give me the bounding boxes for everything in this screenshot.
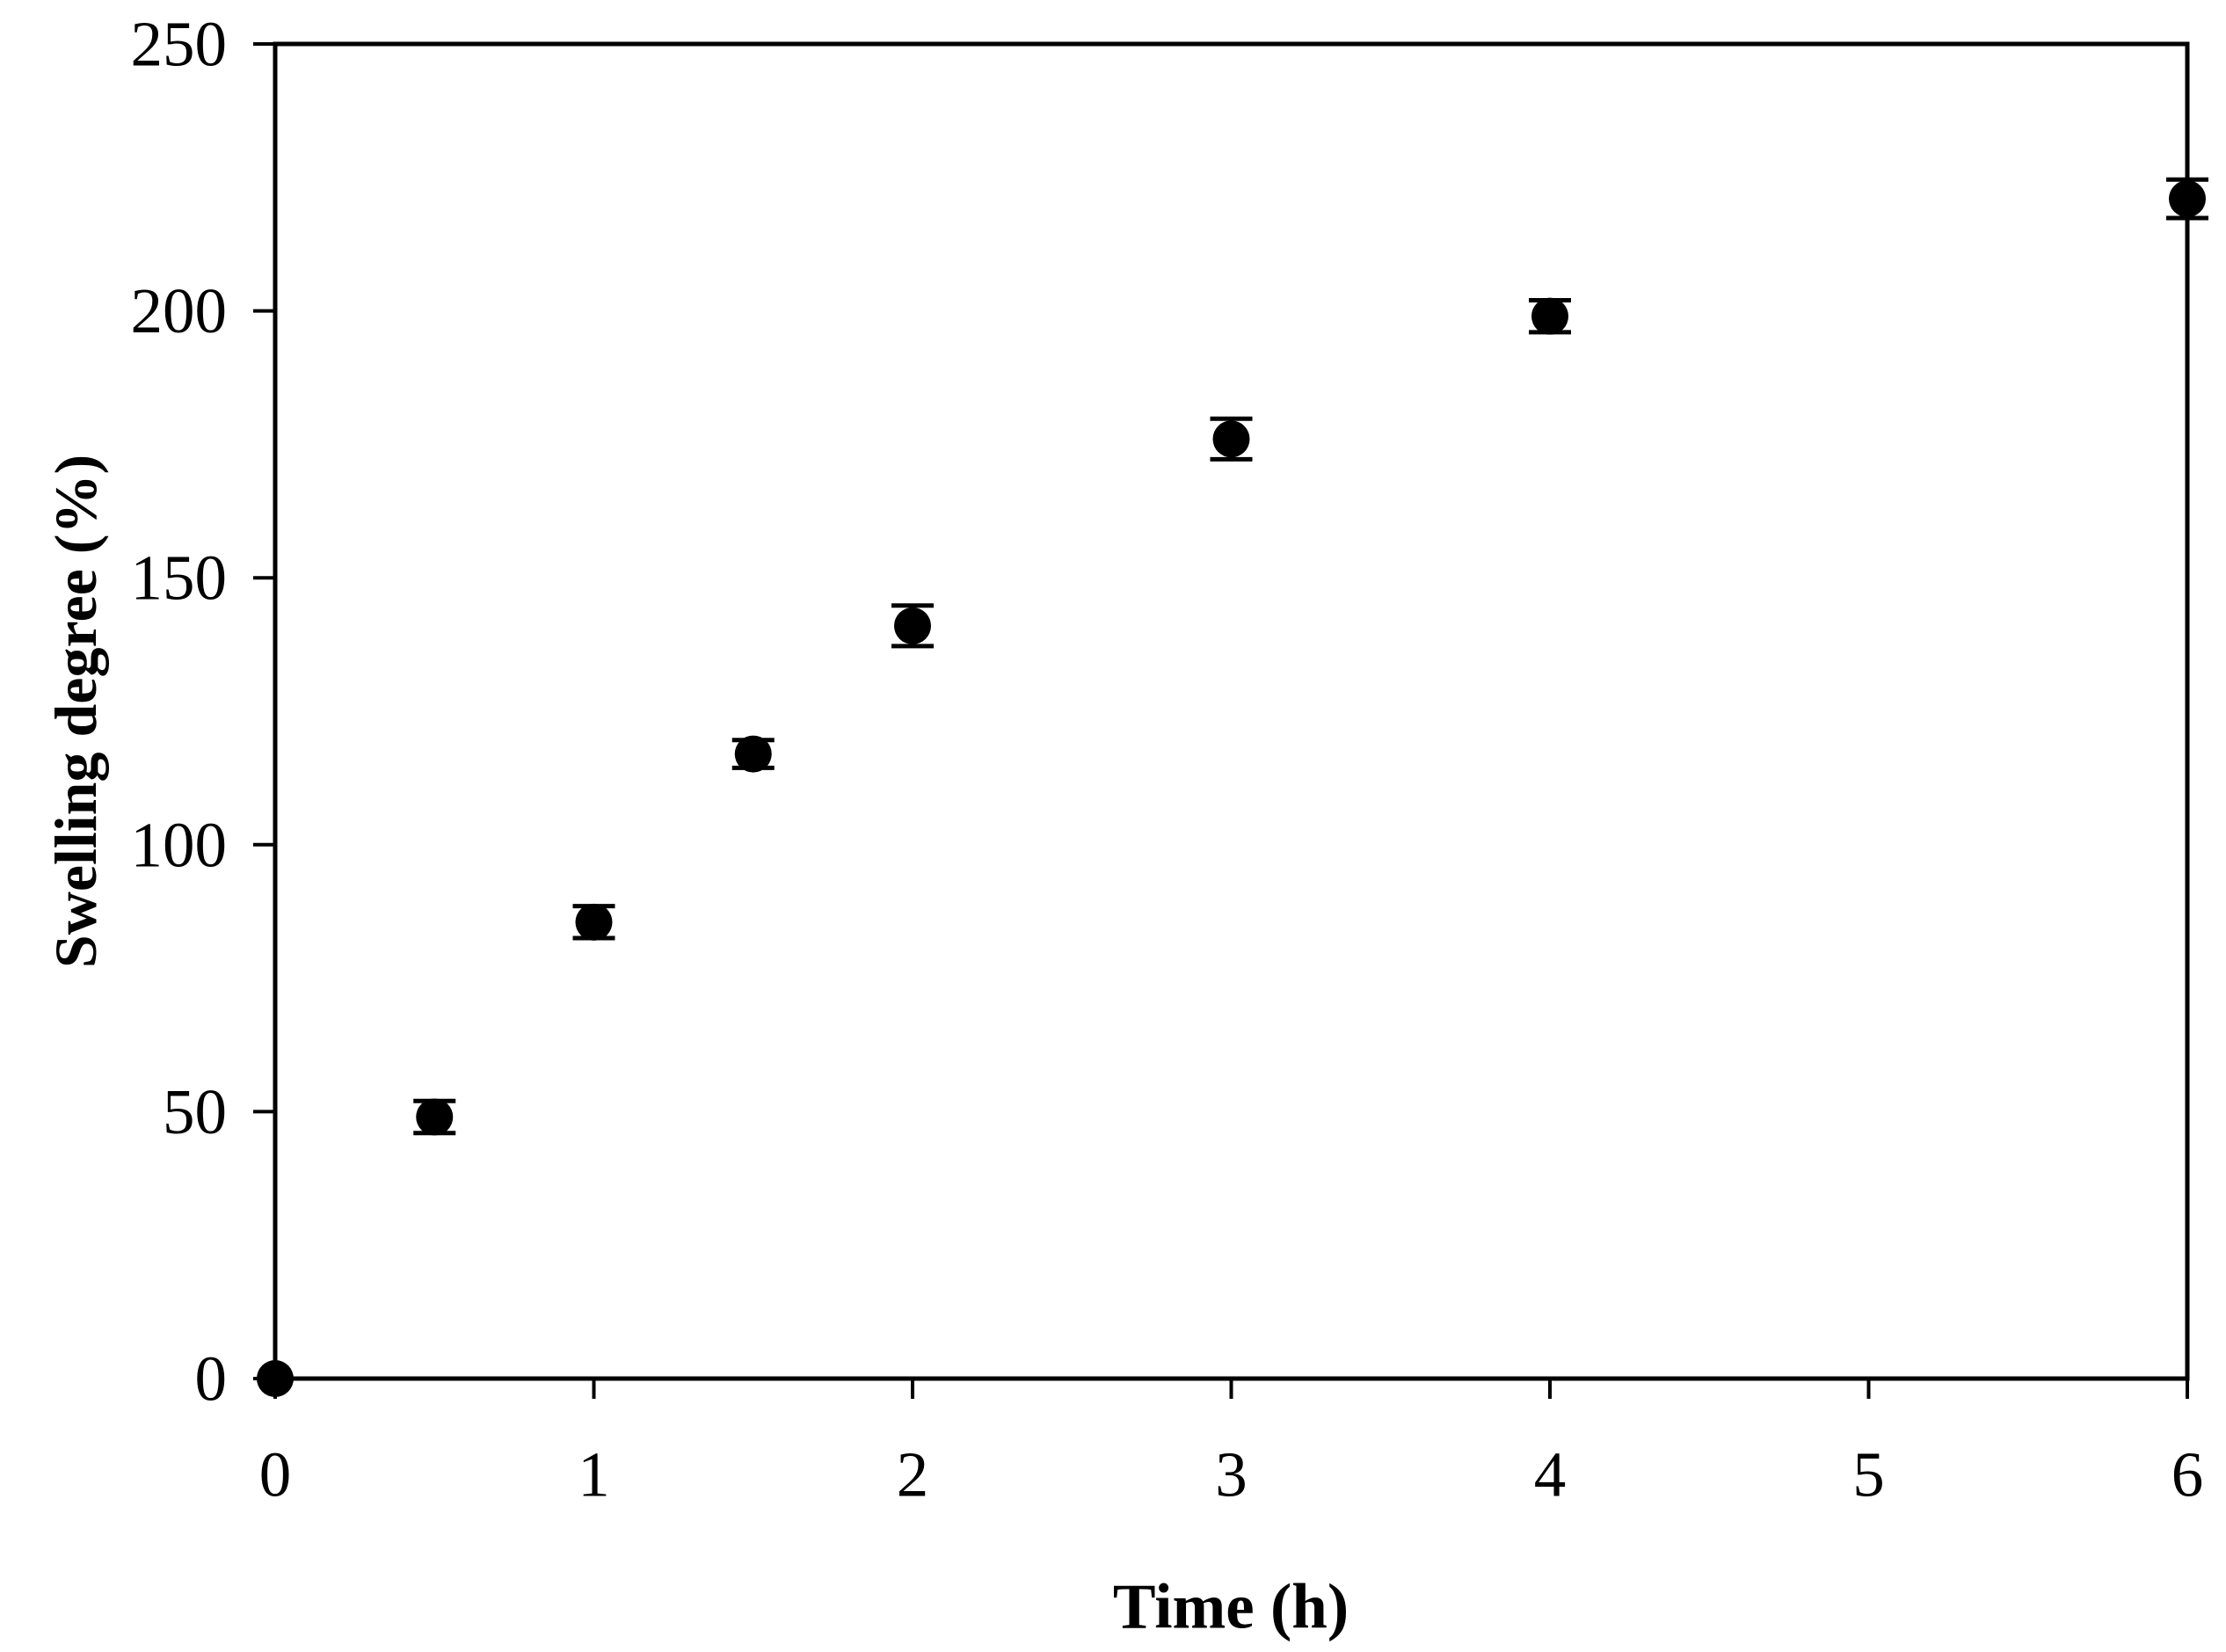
x-axis-title: Time (h) bbox=[1113, 1571, 1349, 1642]
x-tick-label: 5 bbox=[1852, 1439, 1885, 1510]
x-tick-label: 2 bbox=[897, 1439, 929, 1510]
y-tick-label: 250 bbox=[131, 9, 228, 80]
y-tick-label: 200 bbox=[131, 275, 228, 346]
plot-area: 0 1 2 3 4 5 6 0 50 100 150 200 250 bbox=[131, 9, 2208, 1510]
x-tick-label: 4 bbox=[1534, 1439, 1567, 1510]
plot-frame bbox=[273, 41, 2190, 1381]
data-point-group bbox=[1529, 297, 1571, 335]
data-point bbox=[734, 735, 772, 773]
data-point bbox=[894, 607, 931, 644]
data-point bbox=[575, 903, 613, 941]
data-point bbox=[2169, 180, 2206, 218]
x-tick-label: 3 bbox=[1215, 1439, 1248, 1510]
data-point-group bbox=[2166, 177, 2208, 221]
y-tick-label: 150 bbox=[131, 542, 228, 614]
x-tick-label: 6 bbox=[2171, 1439, 2204, 1510]
data-point-group bbox=[891, 603, 934, 649]
data-point-group bbox=[257, 1360, 294, 1397]
y-tick-label: 100 bbox=[131, 809, 228, 880]
data-point-group bbox=[731, 735, 775, 773]
y-axis-title: Swelling degree (%) bbox=[42, 455, 109, 968]
data-point bbox=[1531, 297, 1568, 335]
x-tick-label: 0 bbox=[259, 1439, 292, 1510]
data-point bbox=[416, 1098, 454, 1136]
data-point bbox=[257, 1360, 294, 1397]
data-point bbox=[1212, 420, 1250, 458]
data-point-group bbox=[413, 1098, 456, 1136]
data-point-group bbox=[572, 903, 615, 941]
y-tick-label: 0 bbox=[195, 1343, 228, 1415]
data-point-group bbox=[1210, 416, 1253, 462]
x-tick-label: 1 bbox=[578, 1439, 610, 1510]
y-tick-label: 50 bbox=[163, 1076, 227, 1147]
